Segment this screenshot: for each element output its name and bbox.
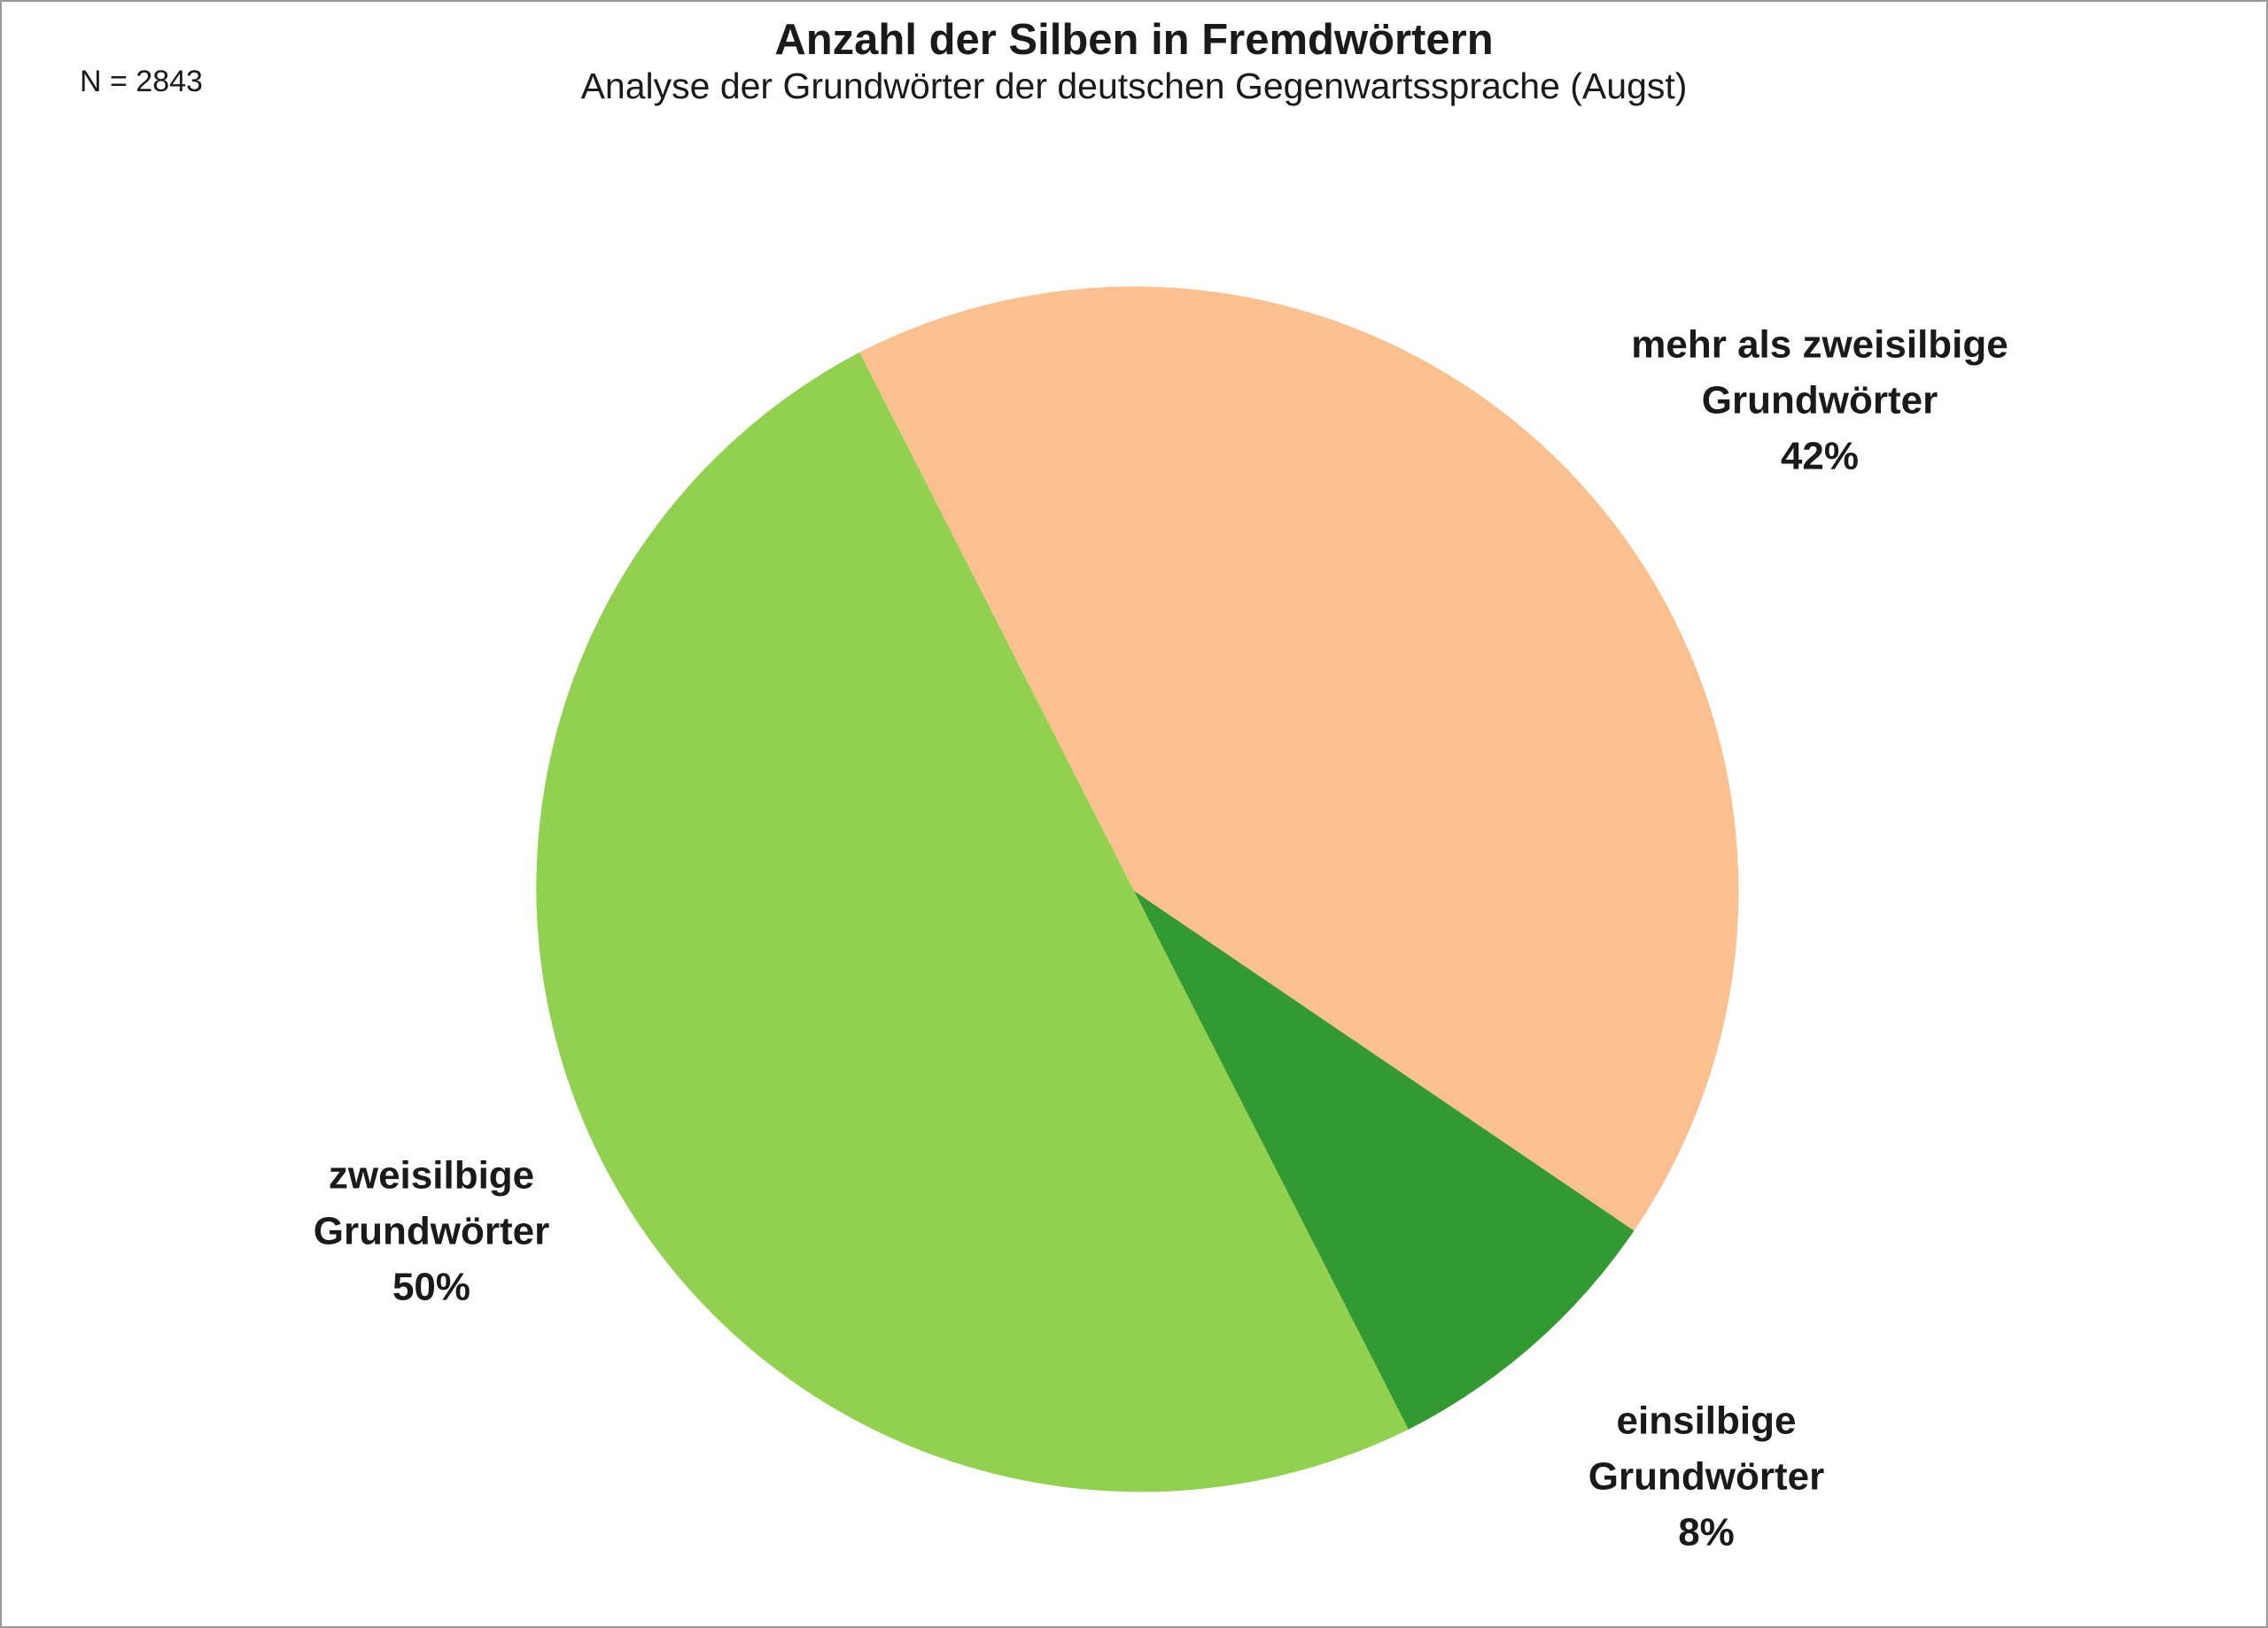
slice-label-zweisilbige: zweisilbige Grundwörter 50%	[313, 1153, 550, 1309]
pie-slice-1	[859, 286, 1739, 1231]
slice-label-mehr-als-zweisilbige: mehr als zweisilbige Grundwörter 42%	[1631, 322, 2008, 478]
slice-label-einsilbige: einsilbige Grundwörter 8%	[1588, 1399, 1825, 1554]
chart-subtitle: Analyse der Grundwörter der deutschen Ge…	[580, 66, 1688, 106]
chart-title: Anzahl der Silben in Fremdwörtern	[774, 16, 1494, 64]
pie-slice-3	[536, 352, 1409, 1492]
pie-slice-2	[1134, 890, 1635, 1430]
sample-size-label: N = 2843	[80, 65, 203, 98]
